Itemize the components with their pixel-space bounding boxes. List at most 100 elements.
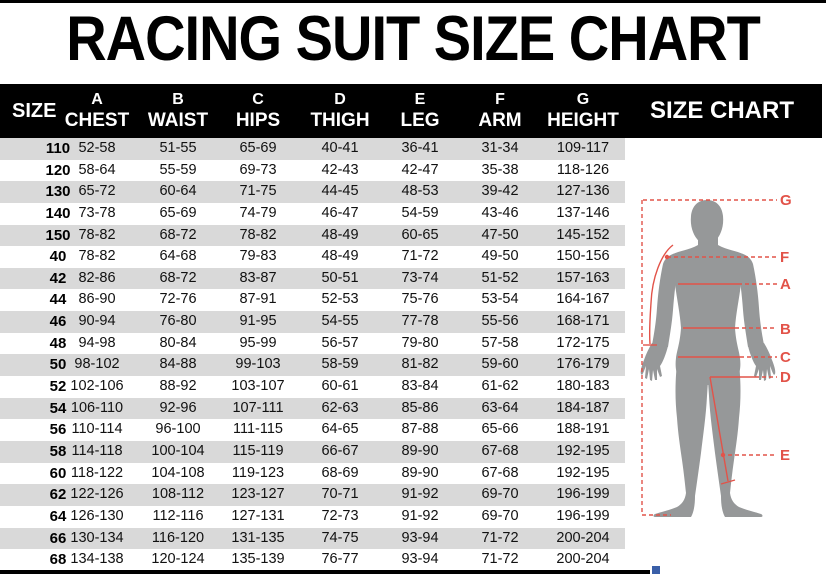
silhouette-head: [690, 200, 724, 245]
table-cell: 82-86: [78, 269, 116, 286]
table-cell: 192-195: [556, 442, 610, 459]
table-cell: 110-114: [71, 421, 123, 438]
silhouette-left-leg: [653, 363, 708, 517]
table-cell: 118-122: [70, 464, 124, 481]
size-cell: 150: [45, 226, 71, 244]
table-header-bar: SIZE A CHEST B WAIST C HIPS D THIGH E LE…: [0, 84, 822, 138]
table-cell: 53-54: [481, 291, 519, 308]
table-row: 68 134-138 120-124 135-139 76-77 93-94 71-72 20…: [0, 549, 625, 571]
table-cell: 115-119: [232, 442, 284, 459]
table-cell: 130-134: [70, 529, 124, 546]
table-cell: 74-79: [239, 204, 277, 221]
table-cell: 90-94: [78, 313, 116, 330]
table-cell: 100-104: [151, 442, 205, 459]
table-cell: 69-70: [481, 486, 519, 503]
table-cell: 103-107: [231, 378, 285, 395]
size-table-body: 110 52-58 51-55 65-69 40-41 36-41 31-34 109-117…: [0, 138, 625, 571]
table-cell: 78-82: [239, 226, 277, 243]
table-cell: 76-77: [321, 551, 359, 568]
table-row: 130 65-72 60-64 71-75 44-45 48-53 39-42 127-136: [0, 181, 625, 203]
table-cell: 71-72: [401, 248, 439, 265]
table-cell: 192-195: [556, 464, 610, 481]
table-cell: 74-75: [321, 529, 359, 546]
table-cell: 49-50: [481, 248, 519, 265]
table-cell: 68-72: [159, 226, 197, 243]
column-letter: A: [91, 91, 103, 108]
table-cell: 94-98: [78, 334, 116, 351]
table-cell: 134-138: [70, 551, 124, 568]
table-cell: 122-126: [70, 486, 124, 503]
table-cell: 68-69: [321, 464, 359, 481]
table-cell: 91-95: [239, 313, 277, 330]
size-cell: 42: [49, 269, 67, 287]
table-cell: 91-92: [401, 507, 439, 524]
table-cell: 78-82: [78, 248, 116, 265]
table-cell: 200-204: [556, 551, 610, 568]
table-cell: 48-53: [401, 183, 439, 200]
table-cell: 64-68: [159, 248, 197, 265]
table-cell: 85-86: [401, 399, 439, 416]
table-cell: 52-53: [321, 291, 359, 308]
figure-label-chest: A: [780, 276, 791, 293]
size-diagram: G F A B C D E: [640, 192, 792, 517]
table-cell: 51-52: [481, 269, 519, 286]
table-cell: 73-78: [78, 204, 116, 221]
table-cell: 65-72: [78, 183, 116, 200]
table-cell: 54-55: [321, 313, 359, 330]
table-cell: 116-120: [151, 529, 205, 546]
column-header-hips: C HIPS: [236, 84, 280, 138]
table-cell: 135-139: [231, 551, 285, 568]
table-cell: 99-103: [235, 356, 281, 373]
figure-label-hips: C: [780, 349, 791, 366]
table-cell: 196-199: [556, 507, 610, 524]
table-cell: 50-51: [321, 269, 359, 286]
size-cell: 62: [49, 486, 67, 504]
column-header-arm: F ARM: [478, 84, 521, 138]
table-cell: 71-75: [239, 183, 277, 200]
size-cell: 58: [49, 442, 67, 460]
column-name: WAIST: [147, 110, 209, 131]
table-cell: 145-152: [556, 226, 610, 243]
table-cell: 66-67: [321, 442, 359, 459]
table-cell: 64-65: [321, 421, 359, 438]
table-cell: 77-78: [401, 313, 439, 330]
table-row: 52 102-106 88-92 103-107 60-61 83-84 61-62 180-…: [0, 376, 625, 398]
table-cell: 61-62: [481, 378, 519, 395]
column-name: HEIGHT: [547, 110, 619, 131]
table-cell: 60-61: [321, 378, 359, 395]
table-cell: 168-171: [556, 313, 610, 330]
size-cell: 60: [49, 464, 67, 482]
table-cell: 63-64: [481, 399, 519, 416]
table-cell: 39-42: [481, 183, 519, 200]
figure-label-waist: B: [780, 321, 791, 338]
table-cell: 111-115: [233, 421, 283, 438]
table-cell: 164-167: [556, 291, 610, 308]
table-cell: 59-60: [481, 356, 519, 373]
measurement-leg-e: [709, 376, 777, 485]
table-cell: 60-64: [159, 183, 197, 200]
table-cell: 42-43: [321, 161, 359, 178]
column-header-chest: A CHEST: [65, 84, 129, 138]
table-row: 64 126-130 112-116 127-131 72-73 91-92 69-70 19…: [0, 505, 625, 528]
size-cell: 68: [49, 551, 67, 569]
table-row: 60 118-122 104-108 119-123 68-69 89-90 67-68 19…: [0, 462, 625, 485]
table-cell: 107-111: [232, 399, 284, 416]
table-cell: 196-199: [556, 486, 610, 503]
table-row: 50 98-102 84-88 99-103 58-59 81-82 59-60 176-17…: [0, 354, 625, 377]
table-cell: 176-179: [556, 356, 610, 373]
table-cell: 44-45: [321, 183, 359, 200]
column-letter: D: [334, 91, 346, 108]
size-cell: 48: [49, 334, 67, 352]
table-cell: 172-175: [556, 334, 610, 351]
table-cell: 98-102: [74, 356, 120, 373]
table-cell: 84-88: [159, 356, 197, 373]
figure-label-arm: F: [780, 249, 789, 266]
table-cell: 76-80: [159, 313, 197, 330]
table-row: 44 86-90 72-76 87-91 52-53 75-76 53-54 164-167: [0, 289, 625, 312]
table-cell: 86-90: [78, 291, 116, 308]
table-cell: 69-70: [481, 507, 519, 524]
size-cell: 46: [49, 313, 67, 331]
table-row: 42 82-86 68-72 83-87 50-51 73-74 51-52 157-163: [0, 267, 625, 290]
table-cell: 112-116: [152, 507, 204, 524]
